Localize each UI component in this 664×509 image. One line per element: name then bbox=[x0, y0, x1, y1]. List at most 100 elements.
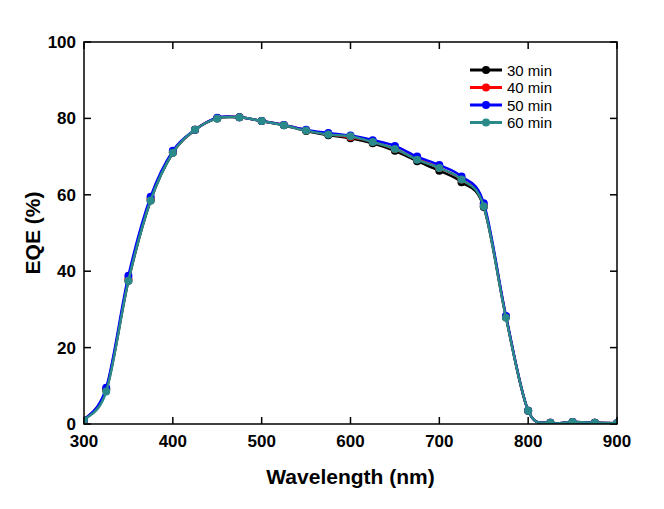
series-marker bbox=[258, 117, 266, 125]
series-marker bbox=[391, 145, 399, 153]
series-marker bbox=[280, 121, 288, 129]
series-marker bbox=[302, 127, 310, 135]
series-marker bbox=[280, 121, 288, 129]
x-tick-label: 500 bbox=[247, 432, 275, 451]
x-tick-top bbox=[172, 42, 174, 49]
series-marker bbox=[124, 277, 132, 285]
series-marker bbox=[435, 164, 443, 172]
series-marker bbox=[191, 126, 199, 134]
series-line bbox=[84, 117, 617, 424]
x-tick-label: 300 bbox=[70, 432, 98, 451]
y-axis-title: EQE (%) bbox=[21, 192, 44, 275]
y-tick bbox=[84, 270, 91, 272]
series-marker bbox=[591, 419, 599, 424]
series-marker bbox=[213, 114, 221, 122]
x-axis-title: Wavelength (nm) bbox=[266, 465, 434, 488]
series-marker bbox=[347, 133, 355, 141]
y-tick bbox=[84, 118, 91, 120]
series-marker bbox=[258, 117, 266, 125]
series-marker bbox=[546, 419, 554, 424]
series-marker bbox=[213, 114, 221, 122]
legend-label: 30 min bbox=[507, 62, 552, 79]
plot-frame bbox=[84, 42, 617, 424]
series-marker bbox=[280, 121, 288, 129]
series-marker bbox=[591, 419, 599, 424]
series-marker bbox=[280, 121, 288, 129]
y-tick-right bbox=[610, 347, 617, 349]
x-tick-label: 800 bbox=[514, 432, 542, 451]
series-marker bbox=[347, 132, 355, 140]
series-marker bbox=[124, 277, 132, 285]
series-marker bbox=[191, 126, 199, 134]
y-tick-label: 60 bbox=[57, 186, 76, 205]
series-marker bbox=[591, 419, 599, 424]
y-tick-right bbox=[610, 270, 617, 272]
plot-area bbox=[84, 113, 617, 424]
series-marker bbox=[524, 407, 532, 415]
y-tick-label: 80 bbox=[57, 109, 76, 128]
legend-marker bbox=[482, 119, 490, 127]
series-marker bbox=[458, 176, 466, 184]
series-marker bbox=[258, 117, 266, 125]
series-marker bbox=[213, 114, 221, 122]
x-tick-top bbox=[527, 42, 529, 49]
series-line bbox=[84, 117, 617, 424]
series-marker bbox=[235, 113, 243, 121]
x-tick-label: 400 bbox=[159, 432, 187, 451]
series-marker bbox=[302, 127, 310, 135]
y-tick-label: 100 bbox=[48, 33, 76, 52]
y-tick bbox=[84, 347, 91, 349]
series-marker bbox=[147, 197, 155, 205]
series-marker bbox=[435, 164, 443, 172]
legend-label: 60 min bbox=[507, 114, 552, 131]
series-marker bbox=[191, 126, 199, 134]
series-marker bbox=[591, 419, 599, 424]
legend-label: 40 min bbox=[507, 79, 552, 96]
series-marker bbox=[102, 388, 110, 396]
x-tick-top bbox=[350, 42, 352, 49]
y-tick-label: 20 bbox=[57, 339, 76, 358]
series-marker bbox=[502, 314, 510, 322]
legend-label: 50 min bbox=[507, 97, 552, 114]
y-tick-label: 0 bbox=[67, 415, 76, 434]
x-tick bbox=[527, 417, 529, 424]
x-tick-label: 900 bbox=[603, 432, 631, 451]
x-tick bbox=[172, 417, 174, 424]
series-marker bbox=[258, 117, 266, 125]
legend-marker bbox=[482, 66, 490, 74]
series-marker bbox=[546, 419, 554, 424]
series-marker bbox=[458, 176, 466, 184]
y-tick-right bbox=[610, 118, 617, 120]
series-marker bbox=[569, 418, 577, 424]
series-marker bbox=[524, 407, 532, 415]
series-marker bbox=[235, 113, 243, 121]
series-marker bbox=[546, 419, 554, 424]
series-marker bbox=[569, 418, 577, 424]
series-marker bbox=[235, 113, 243, 121]
series-marker bbox=[546, 419, 554, 424]
series-line bbox=[84, 117, 617, 424]
x-tick bbox=[350, 417, 352, 424]
chart: 300400500600700800900020406080100Wavelen… bbox=[0, 0, 664, 509]
series-marker bbox=[413, 156, 421, 164]
legend-marker bbox=[482, 84, 490, 92]
y-tick-right bbox=[610, 194, 617, 196]
series-marker bbox=[324, 130, 332, 138]
series-marker bbox=[235, 113, 243, 121]
x-tick-label: 600 bbox=[336, 432, 364, 451]
x-tick-top bbox=[261, 42, 263, 49]
series-marker bbox=[213, 114, 221, 122]
series-marker bbox=[169, 149, 177, 157]
series-marker bbox=[524, 407, 532, 415]
series-marker bbox=[569, 418, 577, 424]
series-marker bbox=[480, 202, 488, 210]
series-marker bbox=[324, 131, 332, 139]
x-tick-label: 700 bbox=[425, 432, 453, 451]
series-marker bbox=[347, 132, 355, 140]
legend-marker bbox=[482, 101, 490, 109]
series-marker bbox=[569, 418, 577, 424]
series-marker bbox=[169, 149, 177, 157]
x-tick bbox=[439, 417, 441, 424]
x-tick-top bbox=[439, 42, 441, 49]
series-line bbox=[84, 116, 617, 423]
